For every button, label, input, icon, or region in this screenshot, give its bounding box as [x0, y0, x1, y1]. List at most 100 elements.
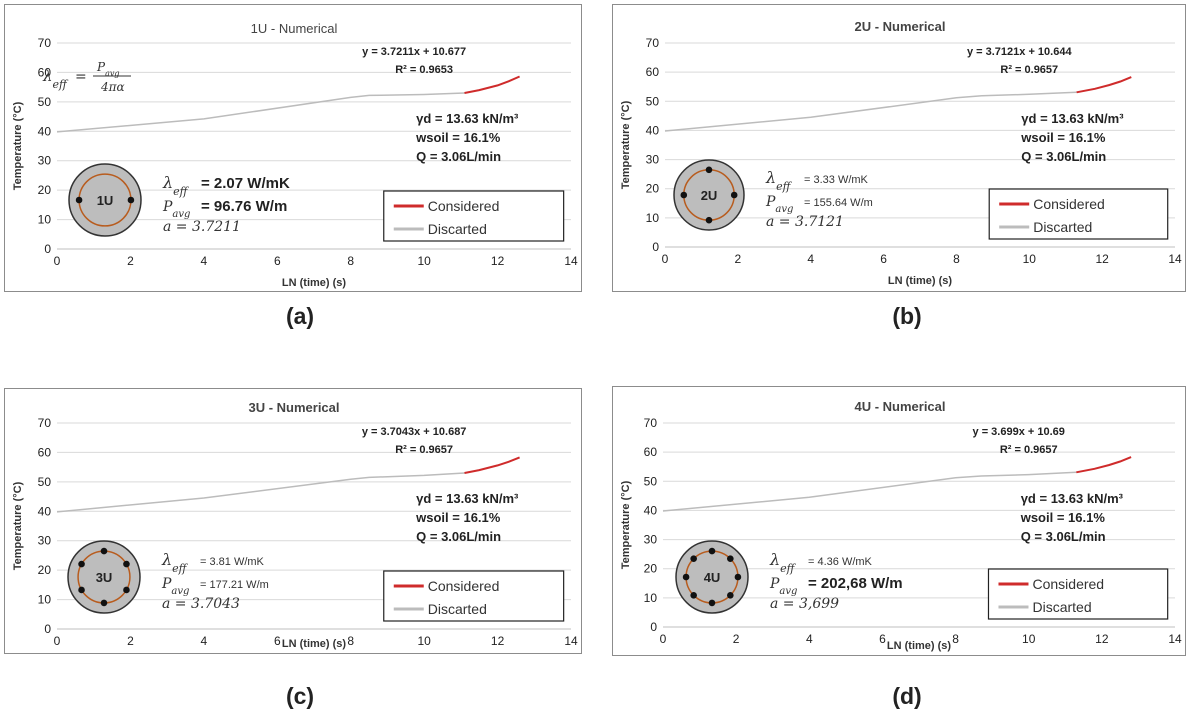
y-tick-label: 40 [38, 124, 52, 138]
gamma-d: γd = 13.63 kN/m³ [416, 111, 519, 126]
pipe-hole [680, 191, 688, 199]
lambda-label: λeff [161, 550, 189, 575]
panel-caption-b: (b) [892, 303, 922, 329]
legend-box [988, 188, 1169, 240]
series-line-considered [1076, 456, 1132, 474]
x-tick-label: 12 [1095, 632, 1109, 646]
gamma-d: γd = 13.63 kN/m³ [1021, 111, 1124, 126]
panel-caption-d: (d) [892, 683, 922, 709]
pile-label: 2U [701, 188, 718, 203]
trendline-equation: y = 3.699x + 10.69 [973, 426, 1065, 438]
pavg-value: = 177.21 W/m [200, 579, 269, 591]
series-line-discarted [56, 472, 465, 513]
formula-equals: = [75, 69, 87, 85]
y-tick-label: 20 [644, 562, 658, 576]
pavg-label: Pavg [162, 199, 190, 220]
y-tick-label: 30 [38, 154, 52, 168]
pipe-hole [127, 196, 135, 204]
series-line-discarted [56, 92, 465, 133]
x-tick-label: 14 [1168, 252, 1182, 266]
legend-box [987, 568, 1169, 620]
formula-numerator: Pavg [96, 60, 120, 78]
x-axis-label: LN (time) (s) [282, 277, 347, 289]
series-line-discarted [662, 471, 1077, 512]
y-tick-label: 10 [38, 213, 52, 227]
chart-title: 2U - Numerical [854, 19, 945, 34]
flow-rate: Q = 3.06L/min [1021, 529, 1106, 544]
x-tick-label: 0 [54, 254, 61, 268]
x-tick-label: 4 [201, 634, 208, 648]
x-tick-label: 6 [274, 254, 281, 268]
x-tick-label: 10 [1022, 632, 1036, 646]
pipe-hole [708, 547, 716, 555]
series-line-considered [1076, 76, 1132, 94]
a-value: a = 3,699 [770, 596, 839, 612]
chart-svg-d: 4U - Numerical 0 10 20 30 40 50 60 70 0 2 4 6 8 10 12 14… [620, 399, 1182, 652]
formula-denominator: 4πα [100, 80, 125, 94]
pipe-hole [705, 166, 713, 174]
legend-label-considered: Considered [428, 198, 500, 214]
x-tick-label: 4 [807, 252, 814, 266]
y-tick-label: 50 [644, 474, 658, 488]
trendline-equation: y = 3.7043x + 10.687 [362, 426, 467, 438]
legend-label-discarted: Discarted [1033, 219, 1092, 235]
y-tick-label: 60 [38, 65, 52, 79]
y-tick-label: 30 [38, 534, 52, 548]
y-tick-label: 20 [646, 182, 660, 196]
pipe-hole [123, 586, 130, 594]
y-axis-label: Temperature (°C) [12, 481, 24, 570]
y-tick-label: 50 [38, 475, 52, 489]
chart-svg-b: 2U - Numerical 0 10 20 30 40 50 60 70 0 2 4 6 8 10 12 14… [620, 19, 1182, 287]
lambda-value: = 2.07 W/mK [201, 175, 290, 192]
pipe-hole [75, 196, 83, 204]
x-tick-label: 2 [127, 254, 134, 268]
series-line-considered [464, 456, 520, 474]
series-line-considered [464, 75, 520, 94]
trendline-r2: R² = 0.9657 [1000, 444, 1058, 456]
chart-title: 4U - Numerical [854, 399, 945, 414]
legend-label-considered: Considered [1033, 196, 1105, 212]
y-axis-label: Temperature (°C) [620, 480, 632, 569]
pile-label: 3U [96, 570, 113, 585]
chart-panel-d: 4U - Numerical 0 10 20 30 40 50 60 70 0 2 4 6 8 10 12 14… [612, 386, 1186, 656]
y-tick-label: 10 [646, 211, 660, 225]
x-tick-label: 0 [660, 632, 667, 646]
chart-svg-a: 1U - Numerical 0 10 20 30 40 50 60 70 0 2 4 6 8 10 12 14… [12, 21, 578, 289]
a-value: a = 3.7043 [162, 596, 240, 612]
chart-panel-a: 1U - Numerical 0 10 20 30 40 50 60 70 0 2 4 6 8 10 12 14… [4, 4, 582, 292]
chart-title: 1U - Numerical [251, 21, 338, 36]
legend-label-considered: Considered [428, 578, 500, 594]
x-tick-label: 6 [879, 632, 886, 646]
x-tick-label: 10 [1023, 252, 1037, 266]
y-tick-label: 50 [38, 95, 52, 109]
x-tick-label: 14 [1168, 632, 1182, 646]
trendline-r2: R² = 0.9657 [1000, 64, 1058, 76]
panel-caption-c: (c) [285, 683, 315, 709]
pipe-hole [730, 191, 738, 199]
legend-box [383, 190, 565, 242]
pavg-value: = 155.64 W/m [804, 197, 873, 209]
trendline-equation: y = 3.7211x + 10.677 [362, 46, 466, 58]
lambda-label: λeff [769, 550, 797, 575]
trendline-equation: y = 3.7121x + 10.644 [967, 46, 1072, 58]
chart-title: 3U - Numerical [248, 400, 339, 415]
x-tick-label: 8 [953, 252, 960, 266]
pipe-hole [705, 216, 713, 224]
trendline-r2: R² = 0.9657 [395, 444, 453, 456]
pipe-hole [100, 547, 108, 555]
pipe-hole [727, 592, 734, 599]
pavg-value: = 96.76 W/m [201, 198, 287, 215]
legend-box [383, 570, 565, 622]
x-tick-label: 12 [1095, 252, 1109, 266]
pavg-label: Pavg [161, 576, 189, 597]
legend-label-discarted: Discarted [428, 601, 487, 617]
y-tick-label: 40 [38, 504, 52, 518]
x-axis-label: LN (time) (s) [887, 640, 952, 652]
lambda-value: = 4.36 W/mK [808, 556, 873, 568]
x-tick-label: 12 [491, 634, 505, 648]
flow-rate: Q = 3.06L/min [416, 149, 501, 164]
y-tick-label: 60 [646, 65, 660, 79]
y-tick-label: 0 [44, 622, 51, 636]
y-tick-label: 70 [38, 36, 52, 50]
y-tick-label: 20 [38, 563, 52, 577]
